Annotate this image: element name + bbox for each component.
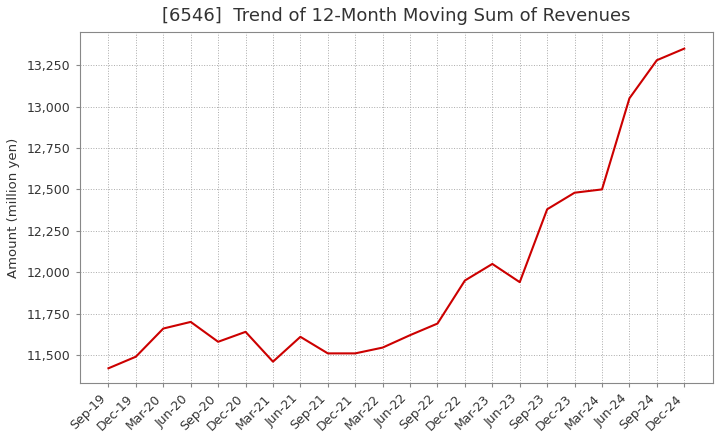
Title: [6546]  Trend of 12-Month Moving Sum of Revenues: [6546] Trend of 12-Month Moving Sum of R… (162, 7, 631, 25)
Y-axis label: Amount (million yen): Amount (million yen) (7, 137, 20, 278)
